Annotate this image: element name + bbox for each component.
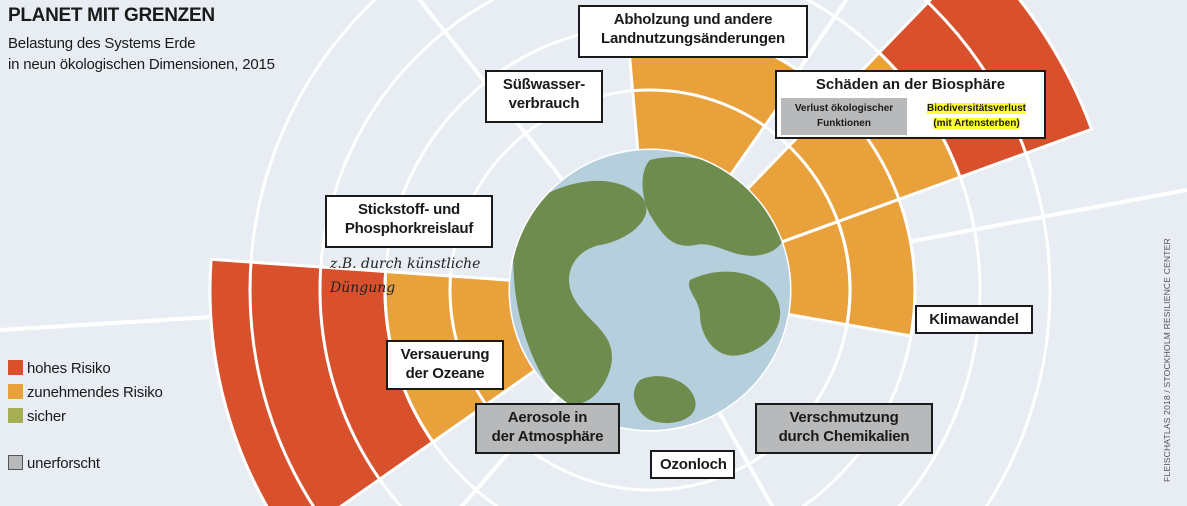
legend-label-increasing-risk: zunehmendes Risiko [27,384,163,401]
label-nutrients-line-1: Stickstoff- und [358,201,460,218]
label-ocean-line-2: der Ozeane [405,365,485,382]
legend-item-increasing-risk: zunehmendes Risiko [8,384,163,401]
label-chemicals-line-1: Verschmutzung [789,409,899,426]
label-biosphere-title: Schäden an der Biosphäre [815,76,1006,93]
legend-swatch-unexplored [8,455,23,470]
label-biosphere: Schäden an der Biosphäre Verlust ökologi… [775,70,1046,139]
label-landuse-line-1: Abholzung und andere [613,11,773,28]
label-ozone: Ozonloch [650,450,735,479]
legend-item-unexplored: unerforscht [8,455,100,472]
legend-label-unexplored: unerforscht [27,455,100,472]
label-ocean: Versauerung der Ozeane [386,340,504,390]
label-aerosols-line-2: der Atmosphäre [491,428,604,445]
subtitle-line-2: in neun ökologischen Dimensionen, 2015 [8,56,275,73]
subtitle-line-1: Belastung des Systems Erde [8,35,196,52]
legend-swatch-high-risk [8,360,23,375]
legend-label-safe: sicher [27,408,66,425]
label-landuse-line-2: Landnutzungsänderungen [601,30,785,47]
label-freshwater-line-1: Süßwasser- [502,76,586,93]
figure-subtitle: Belastung des Systems Erde in neun ökolo… [8,33,275,75]
handwritten-note-line-2: Düngung [330,280,396,296]
label-freshwater-line-2: verbrauch [508,95,580,112]
source-credit: FLEISCHATLAS 2018 / STOCKHOLM RESILIENCE… [1162,238,1172,482]
label-ocean-line-1: Versauerung [400,346,490,363]
figure-title: PLANET MIT GRENZEN [8,5,215,26]
legend-item-high-risk: hohes Risiko [8,360,111,377]
legend-swatch-safe [8,408,23,423]
handwritten-note: z.B. durch künstliche Düngung [330,256,480,296]
label-genetic-diversity: Biodiversitätsverlust (mit Artensterben) [911,98,1042,135]
label-aerosols: Aerosole in der Atmosphäre [475,403,620,454]
handwritten-note-line-1: z.B. durch künstliche [330,256,481,272]
label-nutrients-line-2: Phosphorkreislauf [344,220,474,237]
label-chemicals: Verschmutzung durch Chemikalien [755,403,933,454]
label-genetic-line-2: (mit Artensterben) [933,118,1020,129]
label-climate: Klimawandel [915,305,1033,334]
label-chemicals-line-2: durch Chemikalien [778,428,910,445]
earth-globe [510,150,790,430]
label-functional-line-2: Funktionen [817,118,871,129]
label-functional-diversity: Verlust ökologischer Funktionen [781,98,907,135]
legend-item-safe: sicher [8,408,66,425]
legend-swatch-increasing-risk [8,384,23,399]
label-aerosols-line-1: Aerosole in [507,409,588,426]
label-freshwater: Süßwasser- verbrauch [485,70,603,123]
label-functional-line-1: Verlust ökologischer [794,103,894,114]
label-nutrients: Stickstoff- und Phosphorkreislauf [325,195,493,248]
legend-label-high-risk: hohes Risiko [27,360,111,377]
label-landuse: Abholzung und andere Landnutzungsänderun… [578,5,808,58]
label-genetic-line-1: Biodiversitätsverlust [927,103,1026,114]
